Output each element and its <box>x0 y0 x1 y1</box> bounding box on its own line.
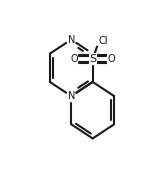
Text: N: N <box>68 35 75 44</box>
Text: O: O <box>107 54 115 64</box>
Text: S: S <box>89 54 96 64</box>
Text: Cl: Cl <box>99 36 108 46</box>
Text: O: O <box>70 54 78 64</box>
Text: N: N <box>68 91 75 101</box>
